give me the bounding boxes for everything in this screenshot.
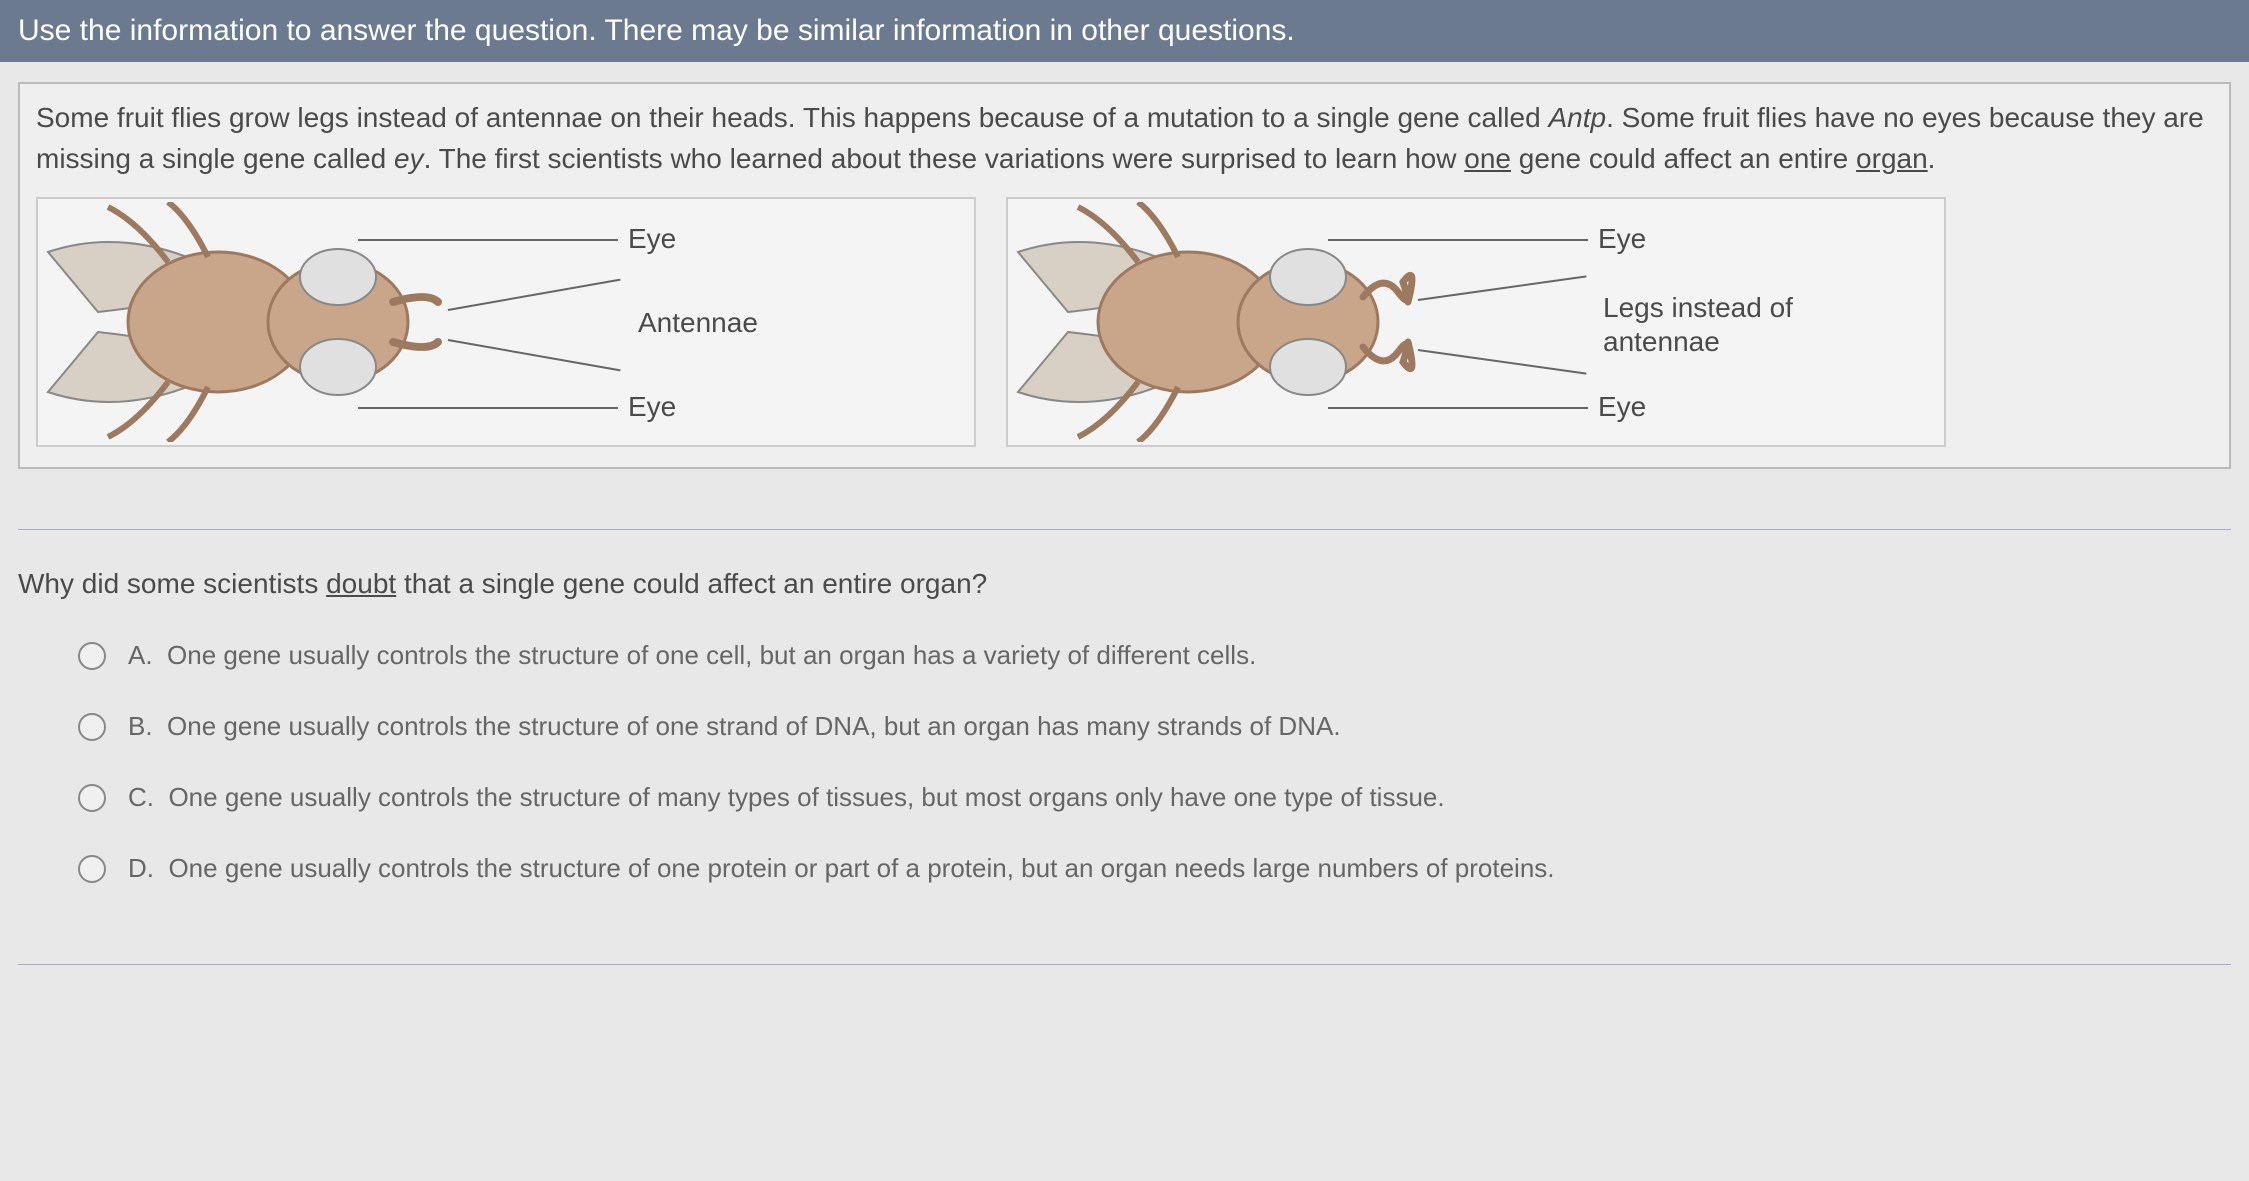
passage-part3: . The first scientists who learned about…	[424, 143, 1465, 174]
option-c[interactable]: C. One gene usually controls the structu…	[78, 782, 2231, 813]
passage-part1: Some fruit flies grow legs instead of an…	[36, 102, 1548, 133]
label2-eye-top: Eye	[1598, 223, 1646, 255]
passage-part5: .	[1928, 143, 1936, 174]
option-d[interactable]: D. One gene usually controls the structu…	[78, 853, 2231, 884]
diagram-normal-fly: Eye Antennae Eye	[36, 197, 976, 447]
line-antennae-b	[448, 339, 621, 371]
option-a[interactable]: A. One gene usually controls the structu…	[78, 640, 2231, 671]
passage-underline1: one	[1464, 143, 1511, 174]
label2-legs: Legs instead of antennae	[1603, 291, 1803, 358]
radio-c[interactable]	[78, 784, 106, 812]
options-list: A. One gene usually controls the structu…	[18, 640, 2231, 884]
line2-eye-top	[1328, 239, 1588, 241]
line-antennae-a	[448, 279, 621, 311]
instruction-header: Use the information to answer the questi…	[0, 0, 2249, 62]
label2-eye-bottom: Eye	[1598, 391, 1646, 423]
question-underline: doubt	[326, 568, 396, 599]
question-section: Why did some scientists doubt that a sin…	[18, 529, 2231, 965]
passage-box: Some fruit flies grow legs instead of an…	[18, 82, 2231, 469]
option-d-text: One gene usually controls the structure …	[168, 853, 1554, 883]
line-eye-top	[358, 239, 618, 241]
content-area: Some fruit flies grow legs instead of an…	[0, 62, 2249, 985]
label-eye-top: Eye	[628, 223, 676, 255]
option-b[interactable]: B. One gene usually controls the structu…	[78, 711, 2231, 742]
passage-underline2: organ	[1856, 143, 1928, 174]
label-eye-bottom: Eye	[628, 391, 676, 423]
question-before: Why did some scientists	[18, 568, 326, 599]
radio-b[interactable]	[78, 713, 106, 741]
passage-italic1: Antp	[1548, 102, 1606, 133]
line2-legs-b	[1418, 349, 1587, 375]
question-after: that a single gene could affect an entir…	[396, 568, 987, 599]
option-a-letter: A.	[128, 640, 153, 670]
question-text: Why did some scientists doubt that a sin…	[18, 568, 2231, 600]
option-a-label: A. One gene usually controls the structu…	[128, 640, 1256, 671]
line2-legs-a	[1418, 276, 1587, 302]
passage-italic2: ey	[394, 143, 424, 174]
passage-text: Some fruit flies grow legs instead of an…	[36, 98, 2213, 179]
radio-a[interactable]	[78, 642, 106, 670]
label-antennae: Antennae	[638, 307, 758, 339]
diagrams-row: Eye Antennae Eye	[36, 197, 2213, 447]
option-c-letter: C.	[128, 782, 154, 812]
line2-eye-bottom	[1328, 407, 1588, 409]
option-b-label: B. One gene usually controls the structu…	[128, 711, 1341, 742]
passage-part4: gene could affect an entire	[1511, 143, 1856, 174]
diagram-mutant-fly: Eye Legs instead of antennae Eye	[1006, 197, 1946, 447]
radio-d[interactable]	[78, 855, 106, 883]
diagram2-labels: Eye Legs instead of antennae Eye	[1428, 199, 1944, 445]
option-a-text: One gene usually controls the structure …	[167, 640, 1256, 670]
option-d-label: D. One gene usually controls the structu…	[128, 853, 1555, 884]
line-eye-bottom	[358, 407, 618, 409]
diagram1-labels: Eye Antennae Eye	[458, 199, 974, 445]
instruction-text: Use the information to answer the questi…	[18, 14, 1295, 47]
option-c-text: One gene usually controls the structure …	[168, 782, 1444, 812]
fly-normal-svg	[38, 202, 458, 442]
option-b-letter: B.	[128, 711, 153, 741]
option-c-label: C. One gene usually controls the structu…	[128, 782, 1445, 813]
option-b-text: One gene usually controls the structure …	[167, 711, 1341, 741]
option-d-letter: D.	[128, 853, 154, 883]
fly-mutant-svg	[1008, 202, 1428, 442]
